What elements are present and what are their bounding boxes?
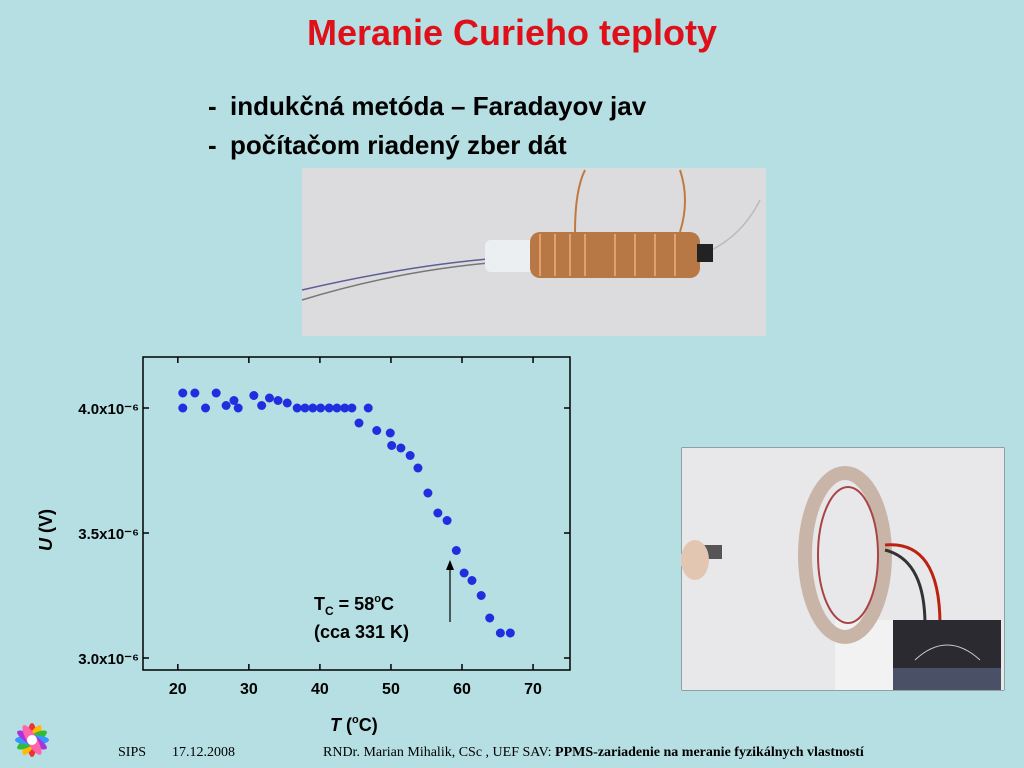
data-point [442,516,452,525]
x-tick-label: 60 [453,681,471,698]
data-point [300,403,310,413]
data-point [249,391,259,400]
annotation-t: T [314,594,325,614]
x-label-open: ( [341,715,352,735]
ring-photo [681,447,1005,691]
data-point [385,428,395,438]
data-point [340,403,350,413]
x-label-sup: o [352,714,359,726]
data-point [233,403,243,413]
annotation-deg: o [374,593,381,605]
annotation-sub: C [325,604,334,618]
data-point [505,628,515,638]
data-point [257,401,267,410]
y-tick-label: 3.0x10⁻⁶ [78,651,139,668]
x-tick-label: 30 [240,681,258,698]
annotation: TC = 58oC [314,593,394,618]
x-label-var: T [330,715,343,735]
x-label-close: C) [359,715,378,735]
data-point [372,426,382,435]
data-point [451,546,461,555]
annotation-line2: (cca 331 K) [314,622,409,642]
data-point [201,403,211,413]
data-point [396,443,406,453]
data-point [347,403,357,413]
bullet-dash: - [208,91,217,121]
x-tick-label: 20 [169,681,187,698]
y-axis-label: U (V) [36,509,56,551]
bullet-dash: - [208,130,217,160]
y-label-var: U [36,537,56,551]
footer-author: RNDr. Marian Mihalik, CSc , UEF SAV: PPM… [323,745,865,760]
data-point [459,568,469,578]
data-point [363,403,373,413]
data-point [178,403,188,413]
data-point [354,418,364,428]
title: Meranie Curieho teploty [307,12,717,53]
data-point [316,403,326,413]
logo [15,723,49,757]
footer-date: 17.12.2008 [172,745,235,760]
x-axis-label: T (oC) [330,714,378,735]
x-tick-label: 70 [524,681,542,698]
footer-author-text: RNDr. Marian Mihalik, CSc , UEF SAV: [323,745,552,760]
data-point [211,388,221,398]
footer-event: SIPS [118,745,146,760]
chart: 20 30 40 50 60 703.0x10⁻⁶3.5x10⁻⁶4.0x10⁻⁶T (o… [36,356,571,735]
data-point [387,441,397,450]
data-point [476,591,486,600]
annotation-eq: = 58 [334,594,375,614]
annotation-arrowhead [446,560,454,570]
y-tick-label: 3.5x10⁻⁶ [78,526,139,543]
y-tick-label: 4.0x10⁻⁶ [78,401,139,418]
data-point [405,451,415,460]
data-point [495,628,505,638]
data-point [332,403,342,413]
data-point [282,398,292,408]
data-point [178,388,188,398]
data-point [324,403,334,413]
data-point [190,388,200,398]
coil-photo [301,168,766,336]
data-point [292,403,302,413]
data-point [264,393,274,403]
data-point [308,403,318,413]
x-tick-label: 50 [382,681,400,698]
data-point [467,576,477,585]
data-point [485,613,495,623]
data-point [221,401,231,410]
y-label-unit: (V) [36,509,56,538]
data-point [229,396,239,405]
data-point [433,508,443,518]
x-tick-label: 40 [311,681,329,698]
annotation-unit: C [381,594,394,614]
data-point [413,463,423,473]
data-point [423,488,433,498]
footer-topic: PPMS-zariadenie na meranie fyzikálnych v… [555,745,865,760]
bullet-text: indukčná metóda – Faradayov jav [230,91,647,121]
bullet-text: počítačom riadený zber dát [230,130,567,160]
data-point [273,396,283,405]
plot-frame [142,356,571,671]
